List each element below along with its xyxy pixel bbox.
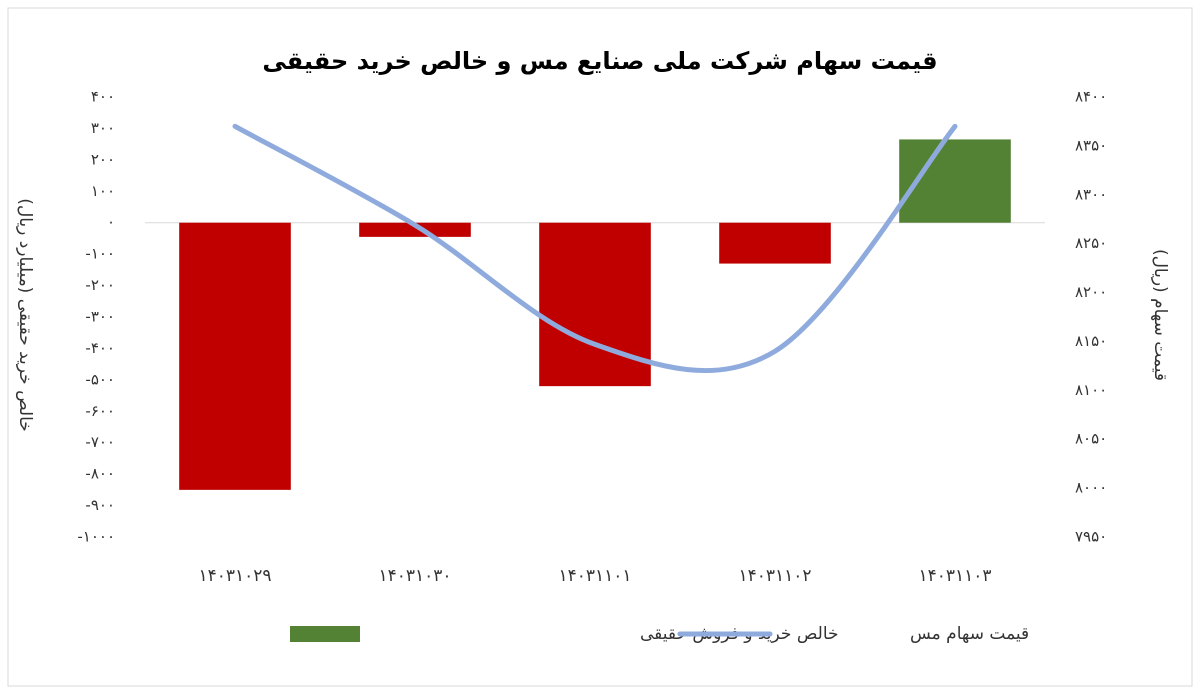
chart-title: قیمت سهام شرکت ملی صنایع مس و خالص خرید … bbox=[262, 47, 937, 75]
x-tick-label: ۱۴۰۳۱۱۰۳ bbox=[918, 566, 991, 586]
bar bbox=[179, 222, 291, 490]
y-tick-label: -۹۰۰ bbox=[85, 496, 115, 514]
y-tick-label: -۱۰۰ bbox=[85, 245, 115, 263]
legend-label: قیمت سهام مس bbox=[910, 624, 1029, 644]
y2-tick-label: ۸۰۰۰ bbox=[1075, 479, 1107, 497]
y-tick-label: -۱۰۰۰ bbox=[77, 528, 115, 546]
bar bbox=[359, 222, 471, 237]
y2-tick-label: ۸۲۰۰ bbox=[1075, 283, 1107, 301]
x-tick-label: ۱۴۰۳۱۱۰۲ bbox=[738, 566, 811, 586]
x-tick-label: ۱۴۰۳۱۱۰۱ bbox=[558, 566, 631, 586]
y2-tick-label: ۸۱۰۰ bbox=[1075, 381, 1107, 399]
y-tick-label: ۲۰۰ bbox=[91, 150, 115, 168]
y2-tick-label: ۸۲۵۰ bbox=[1075, 234, 1107, 252]
y-tick-label: -۵۰۰ bbox=[85, 370, 115, 388]
bar bbox=[539, 222, 651, 387]
y-tick-label: -۲۰۰ bbox=[85, 276, 115, 294]
y2-axis-label: قیمت سهام (ریال) bbox=[1150, 249, 1170, 381]
y-tick-label: ۴۰۰ bbox=[91, 88, 115, 106]
legend-swatch bbox=[290, 626, 360, 642]
x-tick-label: ۱۴۰۳۱۰۲۹ bbox=[198, 566, 271, 586]
y-tick-label: -۶۰۰ bbox=[85, 402, 115, 420]
y-tick-label: ۰ bbox=[107, 213, 115, 231]
y-tick-label: -۴۰۰ bbox=[85, 339, 115, 357]
y2-tick-label: ۸۴۰۰ bbox=[1075, 88, 1107, 106]
y-tick-label: -۷۰۰ bbox=[85, 433, 115, 451]
y2-tick-label: ۸۰۵۰ bbox=[1075, 430, 1107, 448]
bar bbox=[719, 222, 831, 264]
y-tick-label: ۱۰۰ bbox=[91, 182, 115, 200]
y2-tick-label: ۸۱۵۰ bbox=[1075, 332, 1107, 350]
x-tick-label: ۱۴۰۳۱۰۳۰ bbox=[378, 566, 451, 586]
y-axis-label: خالص خرید حقیقی (میلیارد ریال) bbox=[15, 198, 35, 432]
y2-tick-label: ۷۹۵۰ bbox=[1075, 528, 1107, 546]
y-tick-label: ۳۰۰ bbox=[91, 119, 115, 137]
y2-tick-label: ۸۳۰۰ bbox=[1075, 185, 1107, 203]
y-tick-label: -۳۰۰ bbox=[85, 308, 115, 326]
line bbox=[232, 123, 958, 374]
y-tick-label: -۸۰۰ bbox=[85, 465, 115, 483]
y2-tick-label: ۸۳۵۰ bbox=[1075, 136, 1107, 154]
